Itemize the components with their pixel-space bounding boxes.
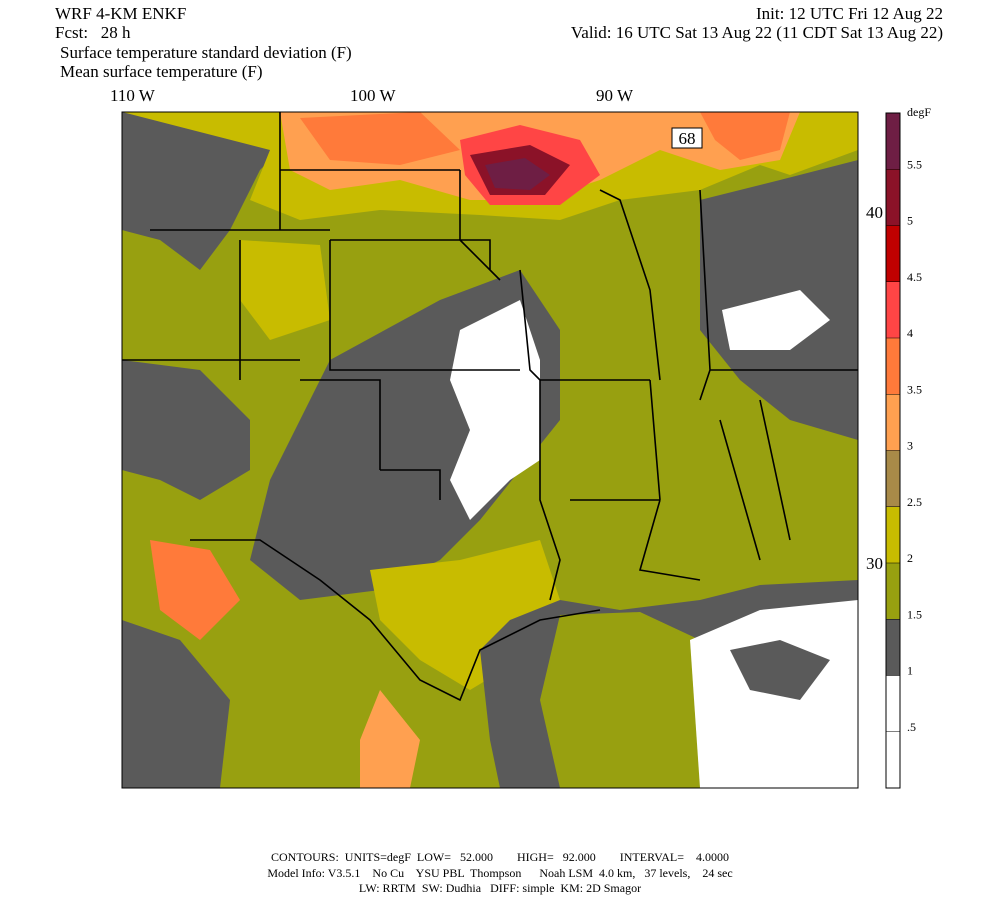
colorbar-label: .5 (907, 720, 916, 734)
colorbar-label: 4.5 (907, 270, 922, 284)
colorbar-bin (886, 506, 900, 563)
colorbar-bin (886, 225, 900, 282)
model-name: WRF 4-KM ENKF (55, 4, 186, 23)
colorbar-label: 5 (907, 214, 913, 228)
valid-time: Valid: 16 UTC Sat 13 Aug 22 (11 CDT Sat … (571, 23, 943, 42)
longitude-label: 110 W (110, 86, 156, 105)
colorbar-label: 2 (907, 551, 913, 565)
colorbar-bin (886, 731, 900, 788)
colorbar-bin (886, 169, 900, 226)
init-time: Init: 12 UTC Fri 12 Aug 22 (756, 4, 943, 23)
footer-line: LW: RRTM SW: Dudhia DIFF: simple KM: 2D … (359, 881, 641, 895)
colorbar-bin (886, 450, 900, 507)
field-title: Surface temperature standard deviation (… (60, 43, 352, 62)
forecast-hour: Fcst: 28 h (55, 23, 131, 42)
longitude-label: 100 W (350, 86, 396, 105)
colorbar-label: 3.5 (907, 382, 922, 396)
colorbar-bin (886, 675, 900, 732)
footer-line: Model Info: V3.5.1 No Cu YSU PBL Thompso… (267, 866, 732, 880)
colorbar-label: 4 (907, 326, 913, 340)
colorbar-label: 2.5 (907, 495, 922, 509)
colorbar: degF .5 1 1.5 2 2.5 3 3.5 4 4.5 5 5.5 (885, 105, 931, 789)
longitude-label: 90 W (596, 86, 634, 105)
colorbar-bin (886, 619, 900, 676)
colorbar-label: 1.5 (907, 607, 922, 621)
colorbar-label: 3 (907, 439, 913, 453)
colorbar-bin (886, 394, 900, 451)
colorbar-bin (886, 338, 900, 395)
contour-label: 68 (679, 129, 696, 148)
colorbar-bin (886, 113, 900, 170)
field-title: Mean surface temperature (F) (60, 62, 262, 81)
colorbar-bin (886, 281, 900, 338)
colorbar-label: 5.5 (907, 157, 922, 171)
colorbar-label: 1 (907, 664, 913, 678)
footer-line: CONTOURS: UNITS=degF LOW= 52.000 HIGH= 9… (271, 850, 729, 864)
map: 68 (121, 111, 859, 789)
colorbar-bin (886, 563, 900, 620)
colorbar-unit: degF (907, 105, 931, 119)
